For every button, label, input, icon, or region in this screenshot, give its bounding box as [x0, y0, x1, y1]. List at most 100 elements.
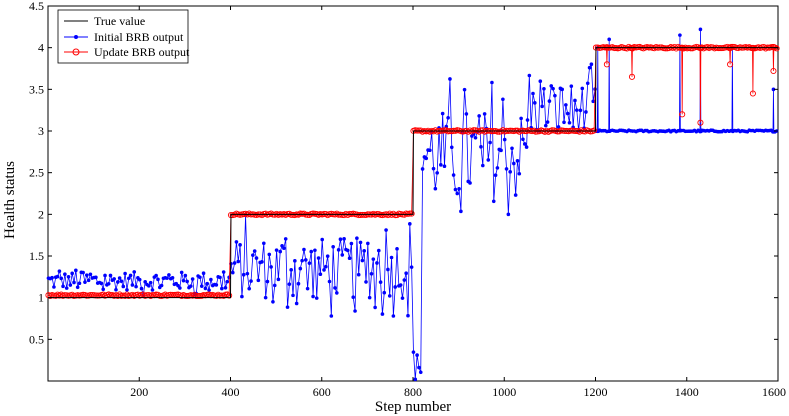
data-point — [382, 290, 387, 295]
data-point — [587, 65, 592, 70]
legend-marker-update-brb — [72, 48, 80, 56]
y-tick-label: 4 — [38, 41, 44, 55]
data-point — [442, 164, 447, 169]
y-tick-label: 2 — [38, 207, 44, 221]
data-point — [378, 280, 383, 284]
data-point — [499, 148, 503, 153]
data-point — [64, 286, 69, 290]
data-point — [486, 158, 491, 162]
series-layer — [45, 27, 780, 382]
data-point — [125, 288, 129, 292]
data-point — [662, 45, 669, 52]
data-point — [521, 137, 525, 142]
data-point — [629, 45, 636, 52]
data-point — [387, 294, 392, 298]
data-point — [578, 108, 583, 113]
data-point — [207, 288, 211, 292]
data-point — [336, 248, 341, 252]
data-point — [553, 93, 557, 98]
data-point — [409, 265, 414, 269]
data-point — [183, 273, 188, 278]
data-point — [729, 43, 736, 50]
data-point — [482, 112, 487, 116]
data-point — [415, 353, 419, 357]
data-point — [495, 166, 500, 170]
data-point — [574, 108, 579, 112]
data-point — [190, 277, 195, 281]
data-point — [533, 101, 537, 105]
data-point — [203, 286, 208, 291]
data-point — [57, 269, 62, 274]
data-point — [289, 268, 293, 272]
data-point — [584, 110, 588, 114]
data-point — [687, 45, 694, 52]
data-point — [75, 285, 80, 290]
y-axis-title: Health status — [2, 161, 18, 239]
data-point — [123, 271, 127, 276]
data-point — [241, 272, 246, 277]
y-tick-label: 1 — [38, 291, 44, 305]
y-tick-label: 2.5 — [29, 166, 44, 180]
data-point — [227, 275, 231, 280]
data-point — [433, 186, 438, 191]
legend-label-update-brb: Update BRB output — [94, 45, 190, 59]
data-point — [398, 283, 403, 287]
data-point — [148, 280, 153, 285]
data-point — [66, 274, 71, 279]
data-point — [117, 276, 122, 280]
data-point — [679, 111, 686, 118]
data-point — [349, 241, 354, 246]
data-point — [519, 116, 523, 121]
data-point — [589, 62, 594, 67]
data-point — [329, 314, 334, 318]
data-point — [287, 282, 292, 286]
data-point — [549, 127, 556, 134]
data-point — [262, 241, 266, 246]
data-point — [249, 279, 253, 283]
data-point — [99, 281, 104, 286]
data-point — [234, 240, 239, 244]
data-point — [440, 111, 445, 116]
data-point — [353, 309, 357, 313]
data-point — [404, 271, 408, 276]
data-point — [560, 87, 564, 92]
data-point — [101, 287, 106, 292]
data-point — [240, 294, 244, 299]
data-point — [205, 281, 210, 286]
data-point — [538, 79, 543, 84]
data-point — [464, 112, 469, 116]
data-point — [318, 272, 323, 277]
x-tick-label: 1000 — [492, 385, 516, 399]
x-tick-label: 400 — [222, 385, 240, 399]
data-point — [283, 237, 288, 241]
data-point — [364, 280, 368, 284]
y-tick-label: 3 — [38, 124, 44, 138]
y-tick-label: 4.5 — [29, 0, 44, 13]
data-point — [232, 261, 237, 265]
data-point — [114, 287, 118, 292]
data-point — [238, 243, 242, 247]
data-point — [128, 273, 133, 278]
data-point — [55, 274, 60, 279]
data-point — [462, 87, 467, 92]
data-point — [77, 281, 82, 286]
data-point — [338, 237, 343, 242]
data-point — [331, 244, 335, 249]
data-point — [214, 283, 219, 287]
x-tick-label: 800 — [404, 385, 422, 399]
data-point — [147, 284, 151, 288]
data-point — [347, 256, 352, 261]
data-point — [236, 259, 241, 264]
data-point — [278, 249, 283, 254]
data-point — [68, 283, 73, 287]
data-point — [446, 115, 450, 120]
data-point — [139, 286, 144, 291]
data-point — [770, 67, 777, 75]
data-point — [428, 148, 432, 153]
data-point — [477, 114, 481, 118]
data-point — [342, 237, 346, 241]
data-point — [209, 277, 213, 282]
data-point — [108, 273, 113, 278]
data-point — [376, 248, 381, 253]
data-point — [165, 276, 169, 280]
